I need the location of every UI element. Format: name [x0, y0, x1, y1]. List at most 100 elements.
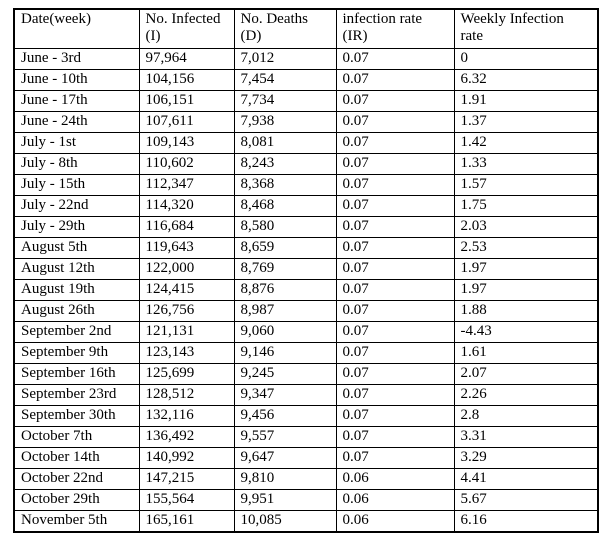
table-cell: October 22nd: [13, 468, 140, 490]
table-cell: 147,215: [138, 468, 235, 490]
table-cell: 0.06: [335, 468, 455, 490]
header-label: infection rate: [342, 11, 423, 27]
table-cell: 9,557: [233, 426, 337, 448]
table-cell: 5.67: [453, 489, 599, 511]
table-cell: 6.32: [453, 69, 599, 91]
table-cell: June - 24th: [13, 111, 140, 133]
table-cell: 9,146: [233, 342, 337, 364]
header-label-line2: (I): [145, 28, 161, 44]
table-cell: 125,699: [138, 363, 235, 385]
table-cell: 107,611: [138, 111, 235, 133]
table-cell: 1.57: [453, 174, 599, 196]
table-cell: 1.75: [453, 195, 599, 217]
table-cell: 1.97: [453, 258, 599, 280]
table-cell: 121,131: [138, 321, 235, 343]
table-cell: 8,243: [233, 153, 337, 175]
table-row: September 23rd 128,512 9,347 0.07 2.26: [13, 384, 599, 406]
table-cell: September 16th: [13, 363, 140, 385]
table-cell: July - 8th: [13, 153, 140, 175]
header-cell-infection-rate: infection rate (IR): [335, 8, 455, 49]
table-cell: 0.07: [335, 111, 455, 133]
table-cell: August 5th: [13, 237, 140, 259]
table-cell: 0.07: [335, 237, 455, 259]
table-cell: August 19th: [13, 279, 140, 301]
header-label: Date(week): [21, 11, 91, 27]
table-cell: September 2nd: [13, 321, 140, 343]
table-row: August 12th 122,000 8,769 0.07 1.97: [13, 258, 599, 280]
table-cell: 3.31: [453, 426, 599, 448]
table-cell: 8,876: [233, 279, 337, 301]
table-cell: 9,810: [233, 468, 337, 490]
table-cell: 106,151: [138, 90, 235, 112]
table-row: September 9th 123,143 9,146 0.07 1.61: [13, 342, 599, 364]
table-cell: 0.07: [335, 195, 455, 217]
table-cell: October 14th: [13, 447, 140, 469]
table-cell: June - 17th: [13, 90, 140, 112]
table-cell: 1.91: [453, 90, 599, 112]
table-cell: 8,580: [233, 216, 337, 238]
table-cell: September 30th: [13, 405, 140, 427]
table-row: June - 10th 104,156 7,454 0.07 6.32: [13, 69, 599, 91]
table-cell: 126,756: [138, 300, 235, 322]
table-row: October 29th 155,564 9,951 0.06 5.67: [13, 489, 599, 511]
table-cell: 132,116: [138, 405, 235, 427]
header-cell-no-deaths: No. Deaths (D): [233, 8, 337, 49]
table-row: June - 24th 107,611 7,938 0.07 1.37: [13, 111, 599, 133]
table-cell: 9,060: [233, 321, 337, 343]
table-cell: 155,564: [138, 489, 235, 511]
table-cell: 9,951: [233, 489, 337, 511]
table-row: August 26th 126,756 8,987 0.07 1.88: [13, 300, 599, 322]
table-cell: June - 3rd: [13, 48, 140, 70]
table-cell: 0.07: [335, 48, 455, 70]
table-cell: 136,492: [138, 426, 235, 448]
table-cell: 2.53: [453, 237, 599, 259]
table-cell: July - 22nd: [13, 195, 140, 217]
table-row: June - 17th 106,151 7,734 0.07 1.91: [13, 90, 599, 112]
table-cell: 0.07: [335, 300, 455, 322]
table-row: October 7th 136,492 9,557 0.07 3.31: [13, 426, 599, 448]
table-row: October 22nd 147,215 9,810 0.06 4.41: [13, 468, 599, 490]
table-cell: 8,468: [233, 195, 337, 217]
table-cell: 0.06: [335, 489, 455, 511]
table-cell: 112,347: [138, 174, 235, 196]
table-cell: 1.88: [453, 300, 599, 322]
header-label: Weekly Infection: [460, 11, 564, 27]
table-cell: September 23rd: [13, 384, 140, 406]
table-cell: July - 1st: [13, 132, 140, 154]
table-cell: 7,938: [233, 111, 337, 133]
table-cell: 0.07: [335, 405, 455, 427]
table-cell: 0.07: [335, 258, 455, 280]
header-cell-weekly-infection-rate: Weekly Infection rate: [453, 8, 599, 49]
table-cell: 3.29: [453, 447, 599, 469]
table-cell: 9,245: [233, 363, 337, 385]
header-cell-date-week: Date(week): [13, 8, 140, 49]
table-cell: 0.07: [335, 279, 455, 301]
table-cell: 124,415: [138, 279, 235, 301]
table-cell: 110,602: [138, 153, 235, 175]
table-cell: 128,512: [138, 384, 235, 406]
table-cell: 104,156: [138, 69, 235, 91]
table-cell: 8,769: [233, 258, 337, 280]
table-cell: 97,964: [138, 48, 235, 70]
table-row: August 5th 119,643 8,659 0.07 2.53: [13, 237, 599, 259]
table-row: September 30th 132,116 9,456 0.07 2.8: [13, 405, 599, 427]
table-header-row: Date(week) No. Infected (I) No. Deaths (…: [13, 8, 599, 49]
table-row: July - 8th 110,602 8,243 0.07 1.33: [13, 153, 599, 175]
table-cell: 0.07: [335, 384, 455, 406]
header-label: No. Infected: [145, 11, 221, 27]
infection-data-table: Date(week) No. Infected (I) No. Deaths (…: [13, 8, 599, 533]
table-cell: August 12th: [13, 258, 140, 280]
table-cell: 1.97: [453, 279, 599, 301]
table-cell: October 29th: [13, 489, 140, 511]
table-row: October 14th 140,992 9,647 0.07 3.29: [13, 447, 599, 469]
table-cell: 0.07: [335, 153, 455, 175]
table-cell: 122,000: [138, 258, 235, 280]
table-row: September 16th 125,699 9,245 0.07 2.07: [13, 363, 599, 385]
table-cell: June - 10th: [13, 69, 140, 91]
table-row: July - 22nd 114,320 8,468 0.07 1.75: [13, 195, 599, 217]
table-cell: 0.07: [335, 216, 455, 238]
table-cell: 0.07: [335, 69, 455, 91]
table-cell: 9,456: [233, 405, 337, 427]
table-cell: July - 15th: [13, 174, 140, 196]
table-row: July - 15th 112,347 8,368 0.07 1.57: [13, 174, 599, 196]
